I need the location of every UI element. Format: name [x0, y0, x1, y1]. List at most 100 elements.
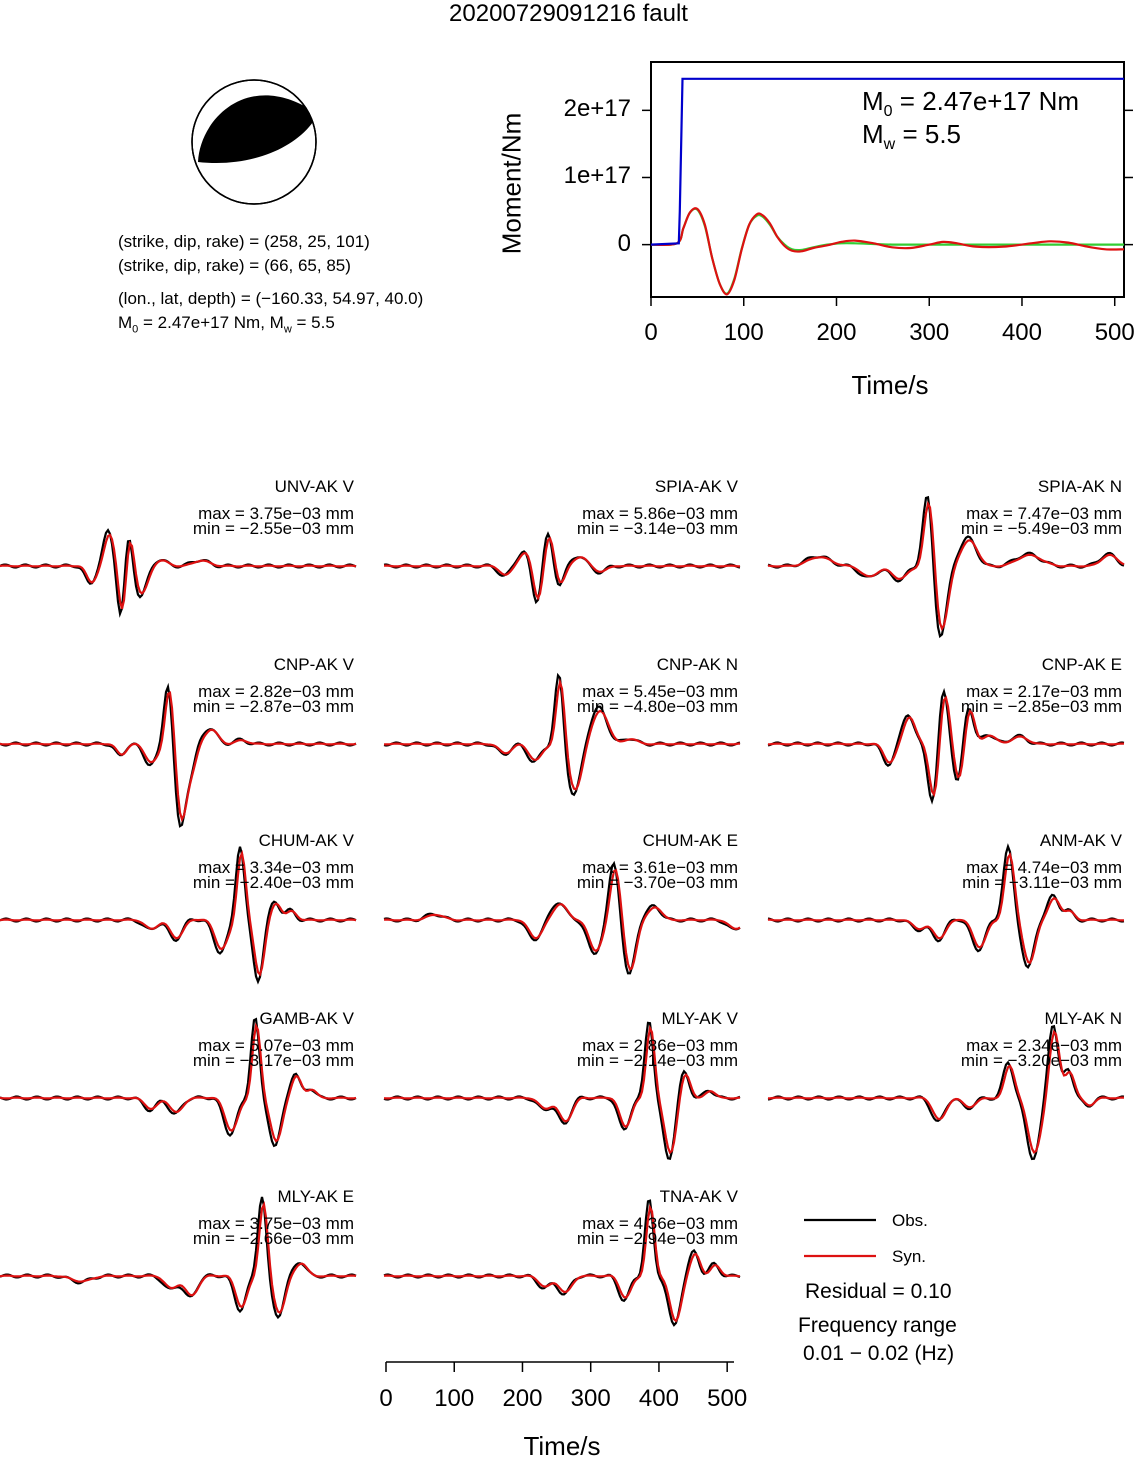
station-label: SPIA-AK V: [654, 477, 738, 496]
station-label: TNA-AK V: [659, 1187, 738, 1206]
min-label: min = −3.14e−03 mm: [576, 519, 738, 538]
legend-obs-label: Obs.: [892, 1211, 928, 1230]
station-label: MLY-AK V: [661, 1009, 738, 1028]
moment-ytick-label: 0: [617, 229, 631, 257]
waveform-plot: [767, 1024, 1125, 1161]
station-label: CNP-AK E: [1041, 655, 1122, 674]
waveform-panel: CNP-AK N max = 5.45e−03 mm min = −4.80e−03…: [383, 654, 741, 819]
waveform-panel: UNV-AK V max = 3.75e−03 mm min = −2.55e−03…: [0, 476, 357, 641]
station-label: UNV-AK V: [274, 477, 354, 496]
max-label: max = 3.61e−03 mm: [582, 858, 738, 877]
max-label: max = 7.47e−03 mm: [966, 504, 1122, 523]
max-label: max = 2.34e−03 mm: [966, 1036, 1122, 1055]
moment-series-2: [650, 207, 1125, 296]
moment-annotation-mw: Mw = 5.5: [862, 119, 962, 154]
station-label: MLY-AK N: [1044, 1009, 1122, 1028]
observed-trace: [0, 528, 357, 618]
waveform-panel: ANM-AK V max = 4.74e−03 mm min = −3.11e−03…: [767, 830, 1125, 995]
synthetic-trace: [0, 691, 357, 823]
time-axis-tick-label: 0: [379, 1385, 393, 1412]
max-label: max = 4.36e−03 mm: [582, 1214, 738, 1233]
min-label: min = −4.80e−03 mm: [576, 697, 738, 716]
min-label: min = −3.70e−03 mm: [576, 873, 738, 892]
max-label: max = 3.75e−03 mm: [198, 504, 354, 523]
moment-xtick-label: 0: [644, 319, 658, 346]
synthetic-trace: [383, 1024, 741, 1155]
waveform-plot: [767, 495, 1125, 639]
waveform-plot: [383, 1021, 741, 1160]
min-label: min = −2.87e−03 mm: [192, 697, 354, 716]
time-axis-tick-label: 300: [570, 1385, 611, 1412]
max-label: max = 3.34e−03 mm: [198, 858, 354, 877]
synthetic-trace: [383, 868, 741, 971]
station-label: CNP-AK N: [656, 655, 738, 674]
time-axis-tick-label: 100: [434, 1385, 475, 1412]
waveform-panel: SPIA-AK V max = 5.86e−03 mm min = −3.14e−0…: [383, 476, 741, 641]
frequency-title: Frequency range: [798, 1314, 957, 1337]
max-label: max = 5.86e−03 mm: [582, 504, 738, 523]
waveform-plot: [383, 860, 741, 975]
max-label: max = 2.82e−03 mm: [198, 682, 354, 701]
synthetic-trace: [0, 849, 357, 977]
waveform-plot: [767, 843, 1125, 970]
moment-series-0: [650, 77, 1124, 246]
station-label: CHUM-AK V: [258, 831, 354, 850]
waveform-xlabel: Time/s: [523, 1431, 601, 1461]
max-label: max = 5.45e−03 mm: [582, 682, 738, 701]
min-label: min = −2.40e−03 mm: [192, 873, 354, 892]
time-axis-tick-label: 200: [502, 1385, 543, 1412]
legend-lines: [804, 1218, 876, 1258]
synthetic-trace: [767, 500, 1125, 632]
waveform-time-axis: [385, 1361, 734, 1372]
waveform-panel: GAMB-AK V max = 5.07e−03 mm min = −3.17e−0…: [0, 1008, 357, 1173]
waveform-panel: CHUM-AK E max = 3.61e−03 mm min = −3.70e−0…: [383, 830, 741, 995]
waveform-plot: [383, 672, 741, 797]
waveform-panel: SPIA-AK N max = 7.47e−03 mm min = −5.49e−0…: [767, 476, 1125, 641]
moment-xtick-label: 400: [1001, 319, 1042, 346]
waveform-panel: MLY-AK N max = 2.34e−03 mm min = −3.20e−03…: [767, 1008, 1125, 1173]
moment-ytick-label: 1e+17: [563, 162, 631, 190]
waveform-panel: MLY-AK E max = 3.75e−03 mm min = −2.66e−03…: [0, 1186, 357, 1351]
synthetic-trace: [767, 695, 1125, 798]
beachball-icon: [191, 79, 317, 205]
synthetic-trace: [768, 1029, 1124, 1154]
waveform-panel: TNA-AK V max = 4.36e−03 mm min = −2.94e−03…: [383, 1186, 741, 1351]
waveform-plot: [0, 1017, 357, 1148]
station-label: CNP-AK V: [273, 655, 354, 674]
moment-text: M0 = 2.47e+17 Nm, Mw = 5.5: [118, 313, 335, 336]
moment-ytick-label: 2e+17: [563, 95, 631, 123]
min-label: min = −2.14e−03 mm: [576, 1051, 738, 1070]
max-label: max = 3.75e−03 mm: [198, 1214, 354, 1233]
min-label: min = −3.20e−03 mm: [960, 1051, 1122, 1070]
max-label: max = 2.86e−03 mm: [582, 1036, 738, 1055]
synthetic-trace: [383, 677, 741, 791]
nodal-plane-2: (strike, dip, rake) = (66, 65, 85): [118, 256, 351, 275]
max-label: max = 4.74e−03 mm: [966, 858, 1122, 877]
time-axis-tick-label: 500: [707, 1385, 748, 1412]
synthetic-trace: [0, 1022, 357, 1143]
nodal-plane-1: (strike, dip, rake) = (258, 25, 101): [118, 232, 370, 251]
location-text: (lon., lat, depth) = (−160.33, 54.97, 40…: [118, 289, 424, 308]
station-label: SPIA-AK N: [1037, 477, 1122, 496]
station-label: MLY-AK E: [277, 1187, 354, 1206]
station-label: GAMB-AK V: [259, 1009, 354, 1028]
waveform-panel: MLY-AK V max = 2.86e−03 mm min = −2.14e−03…: [383, 1008, 741, 1173]
min-label: min = −2.94e−03 mm: [576, 1229, 738, 1248]
synthetic-trace: [383, 1204, 741, 1323]
min-label: min = −3.17e−03 mm: [192, 1051, 354, 1070]
residual-text: Residual = 0.10: [805, 1280, 952, 1303]
page-title: 20200729091216 fault: [449, 0, 688, 27]
synthetic-trace: [0, 533, 357, 609]
moment-xtick-label: 500: [1094, 319, 1135, 346]
waveform-plot: [0, 682, 357, 828]
waveform-panel: CNP-AK V max = 2.82e−03 mm min = −2.87e−03…: [0, 654, 357, 828]
frequency-value: 0.01 − 0.02 (Hz): [803, 1342, 955, 1365]
min-label: min = −2.55e−03 mm: [192, 519, 354, 538]
station-label: CHUM-AK E: [642, 831, 738, 850]
max-label: max = 5.07e−03 mm: [198, 1036, 354, 1055]
min-label: min = −3.11e−03 mm: [962, 873, 1122, 892]
moment-xtick-label: 100: [723, 319, 764, 346]
min-label: min = −5.49e−03 mm: [960, 519, 1122, 538]
station-label: ANM-AK V: [1039, 831, 1122, 850]
moment-plot-frame: [650, 61, 1125, 298]
